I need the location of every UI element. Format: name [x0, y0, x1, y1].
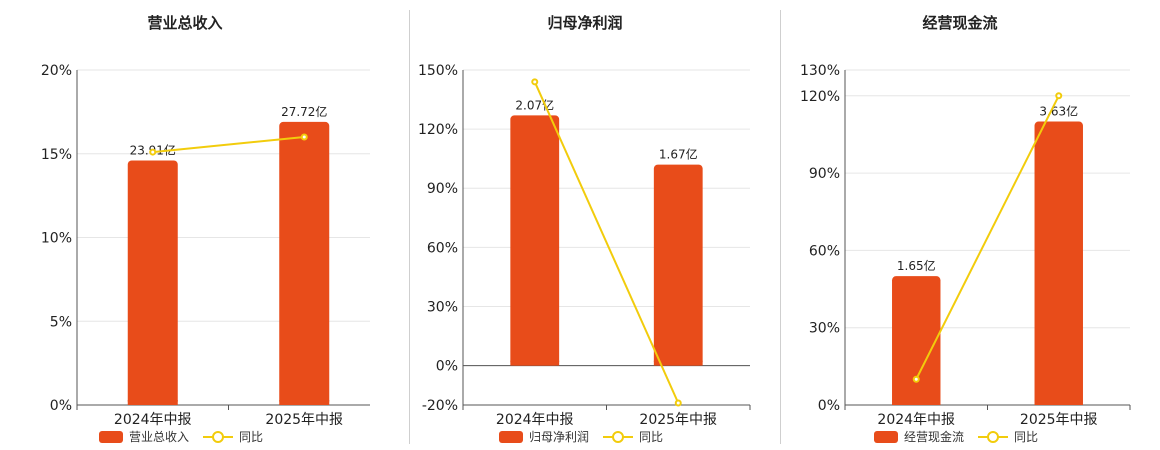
y-tick-label: 30%: [809, 321, 840, 337]
bar: [892, 276, 941, 405]
y-tick-label: 30%: [427, 299, 458, 315]
x-tick-label: 2025年中报: [1020, 412, 1098, 428]
bar: [1034, 121, 1083, 406]
yoy-point: [531, 78, 539, 86]
bar-base: [127, 400, 178, 405]
bar-base: [892, 400, 941, 405]
revenue-chart: 0%5%10%15%20%2024年中报2025年中报23.91亿27.72亿: [41, 63, 370, 428]
bar-base: [279, 400, 330, 405]
bar: [510, 115, 560, 366]
bar-base: [653, 360, 703, 366]
y-tick-label: 60%: [809, 243, 840, 259]
operating-cashflow-chart-panel: 经营现金流 0% 30% 60% 90% 120% 130% 2024年中报 2025年中报 1…: [775, 0, 1145, 450]
legend-bar-swatch: [98, 430, 123, 443]
yoy-point: [300, 133, 308, 141]
bar: [127, 160, 178, 405]
chart-legend: 营业总收入 同比: [0, 428, 370, 444]
legend-bar-label: 营业总收入: [128, 430, 189, 444]
y-tick-label: 20%: [41, 63, 72, 79]
yoy-point: [674, 399, 682, 407]
y-tick-label: 120%: [800, 89, 840, 105]
yoy-line: [915, 95, 1060, 380]
y-tick-label: 90%: [809, 166, 840, 182]
x-tick-label: 2025年中报: [265, 412, 343, 428]
bar-base: [510, 360, 560, 366]
y-tick-label: -20%: [422, 398, 458, 414]
y-tick-label: 5%: [50, 314, 72, 330]
legend-line-marker: [203, 430, 233, 443]
panel-divider: [780, 10, 781, 444]
yoy-point: [1055, 92, 1063, 100]
y-tick-label: 130%: [800, 63, 840, 79]
y-tick-label: 0%: [818, 398, 840, 414]
bar-data-label: 27.72亿: [281, 104, 327, 119]
yoy-line: [533, 81, 680, 404]
y-tick-label: 0%: [436, 359, 458, 375]
chart-title: 经营现金流: [922, 14, 998, 32]
y-tick-label: 150%: [418, 63, 458, 79]
y-tick-label: 60%: [427, 240, 458, 256]
yoy-line: [152, 136, 305, 154]
net-profit-chart-panel: 归母净利润 -20% 0% 30% 60% 90% 120% 150% 2024年中报 2025…: [400, 0, 770, 450]
legend-bar-swatch: [498, 430, 523, 443]
revenue-chart-panel: 营业总收入 0%5%10%15%20%2024年中报2025年中报23.91亿2…: [0, 0, 370, 450]
yoy-point: [912, 375, 920, 383]
y-tick-label: 10%: [41, 231, 72, 247]
bar-data-label: 3.63亿: [1039, 104, 1078, 119]
y-tick-label: 0%: [50, 398, 72, 414]
net-profit-chart: -20%0%30%60%90%120%150%2024年中报 2025年中报2.0…: [418, 63, 751, 428]
legend-bar-label: 归母净利润: [528, 430, 589, 444]
yoy-point: [149, 148, 157, 156]
x-tick-label: 2025年中报: [639, 412, 717, 428]
x-tick-label: 2024年中报: [877, 412, 955, 428]
legend-line-marker: [603, 430, 633, 443]
y-tick-label: 90%: [427, 181, 458, 197]
legend-line-label: 同比: [239, 430, 264, 444]
x-tick-label: 2024年中报: [496, 412, 574, 428]
chart-title: 归母净利润: [547, 14, 623, 32]
x-tick-label: 2024年中报: [114, 412, 192, 428]
bar-base: [1034, 400, 1083, 405]
bar-data-label: 1.65亿: [897, 258, 936, 273]
chart-legend: 经营现金流 同比: [775, 428, 1145, 444]
chart-legend: 归母净利润 同比: [400, 428, 770, 444]
legend-line-label: 同比: [639, 430, 664, 444]
y-tick-label: 120%: [418, 122, 458, 138]
legend-bar-label: 经营现金流: [903, 430, 964, 444]
bar: [653, 164, 703, 366]
operating-cashflow-chart: 0% 30% 60% 90% 120% 130% 2024年中报 2025年中报 1.65亿 3.…: [800, 63, 1131, 428]
y-tick-label: 15%: [41, 147, 72, 163]
legend-bar-swatch: [873, 430, 898, 443]
chart-title: 营业总收入: [147, 14, 223, 32]
legend-line-marker: [978, 430, 1008, 443]
bar: [279, 121, 330, 406]
legend-line-label: 同比: [1014, 430, 1039, 444]
panel-divider: [409, 10, 410, 444]
bar-data-label: 1.67亿: [659, 147, 698, 162]
